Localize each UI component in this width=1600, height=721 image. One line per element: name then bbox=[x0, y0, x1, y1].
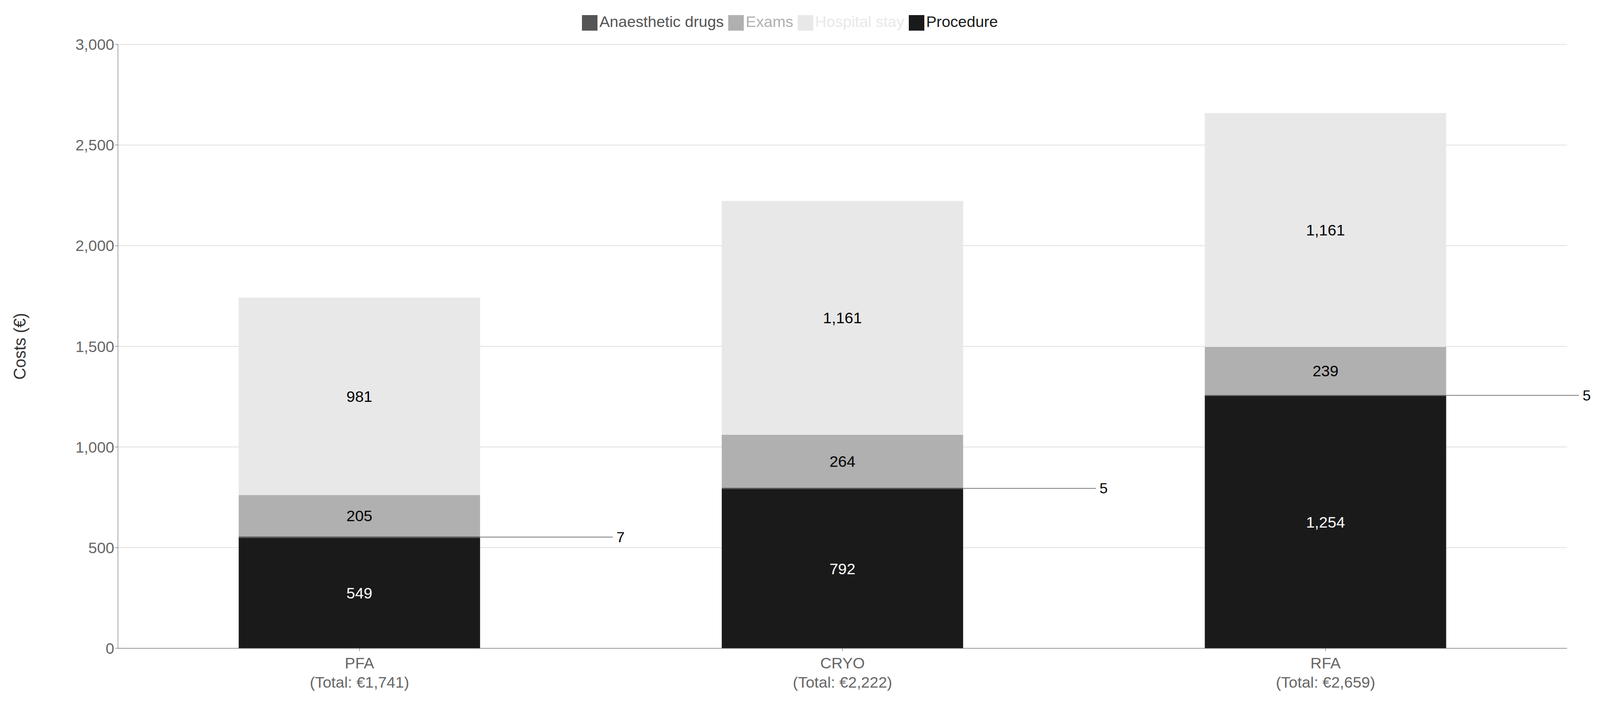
svg-text:239: 239 bbox=[1312, 362, 1339, 380]
svg-text:264: 264 bbox=[829, 452, 856, 470]
svg-text:2,500: 2,500 bbox=[75, 136, 115, 154]
svg-text:7: 7 bbox=[616, 528, 625, 546]
svg-text:0: 0 bbox=[105, 639, 115, 657]
svg-text:5: 5 bbox=[1582, 387, 1591, 404]
svg-text:RFA(Total: €2,659): RFA(Total: €2,659) bbox=[1275, 654, 1376, 691]
html-text:Exams: Exams bbox=[745, 12, 794, 31]
html-text:Procedure: Procedure bbox=[926, 12, 998, 31]
svg-text:981: 981 bbox=[346, 387, 373, 406]
svg-text:1,500: 1,500 bbox=[75, 337, 115, 356]
html-text:Anaesthetic drugs: Anaesthetic drugs bbox=[599, 12, 724, 31]
html-text:Hospital stay: Hospital stay bbox=[815, 12, 905, 31]
svg-text:Costs (€): Costs (€) bbox=[10, 312, 30, 380]
svg-text:3,000: 3,000 bbox=[75, 35, 115, 54]
svg-text:1,000: 1,000 bbox=[75, 438, 115, 456]
svg-text:549: 549 bbox=[346, 584, 373, 602]
svg-text:1,161: 1,161 bbox=[1306, 221, 1345, 239]
svg-text:205: 205 bbox=[346, 506, 373, 525]
svg-text:2,000: 2,000 bbox=[75, 236, 115, 255]
svg-text:500: 500 bbox=[88, 538, 115, 557]
svg-text:CRYO(Total: €2,222): CRYO(Total: €2,222) bbox=[792, 654, 892, 691]
svg-text:1,161: 1,161 bbox=[822, 309, 862, 327]
svg-text:1,254: 1,254 bbox=[1306, 513, 1345, 531]
svg-text:PFA(Total: €1,741): PFA(Total: €1,741) bbox=[309, 654, 410, 691]
svg-text:5: 5 bbox=[1099, 480, 1108, 497]
svg-text:792: 792 bbox=[829, 560, 856, 578]
